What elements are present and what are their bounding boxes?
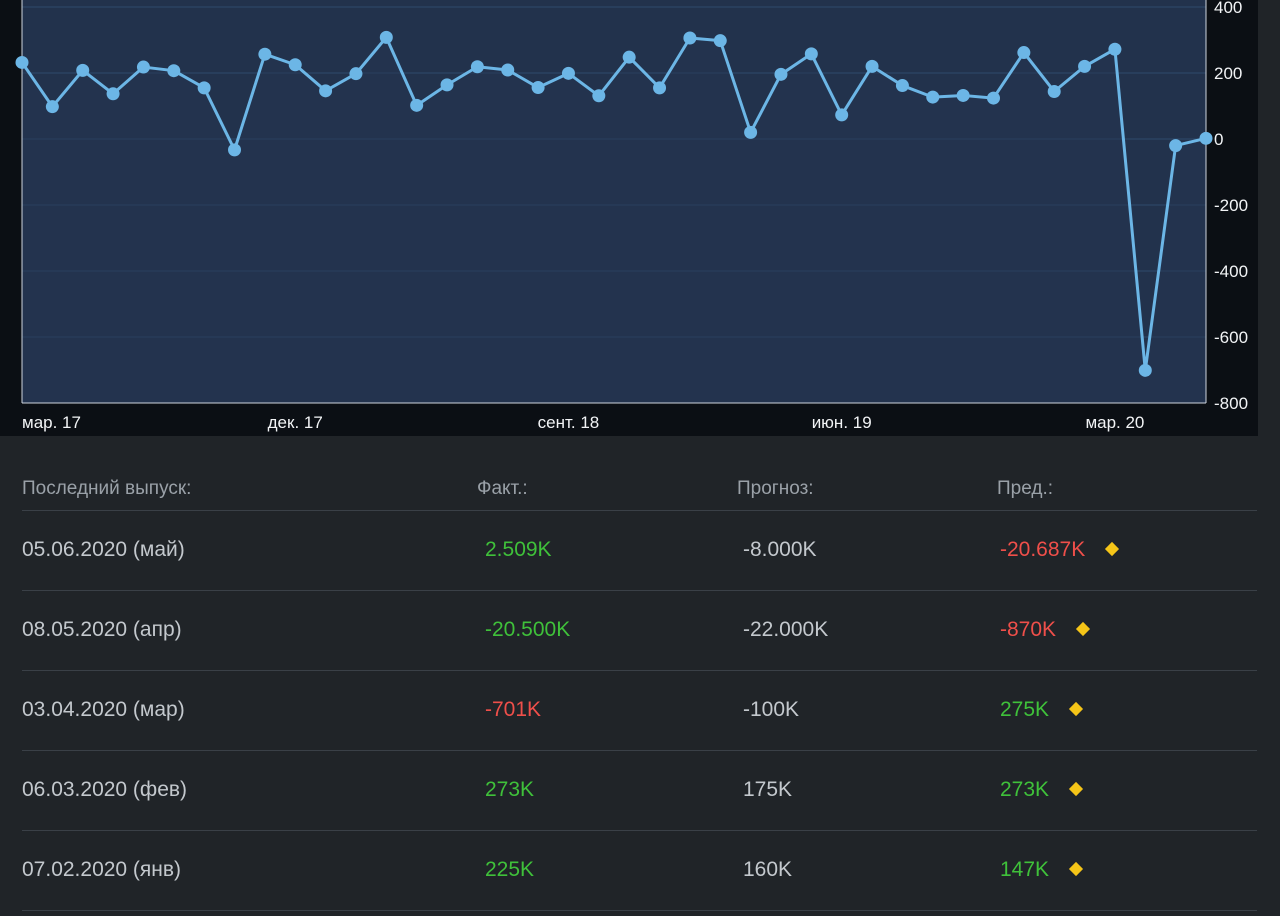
table-header: Последний выпуск: Факт.: Прогноз: Пред.: [22,466,1257,511]
chart: 400 200 0 -200 -400 -600 -800 мар. 17 дек. 17 сен… [0,0,1280,436]
table-row[interactable]: 03.04.2020 (мар) -701K -100K 275K [22,671,1257,751]
data-point [1078,59,1092,73]
revision-diamond-icon [1068,781,1084,797]
row-forecast: -8.000K [743,538,817,561]
row-forecast: 175K [743,778,793,801]
row-forecast: -100K [743,698,800,721]
header-previous: Пред.: [997,478,1054,499]
x-tick-label: июн. 19 [812,413,872,432]
data-point [865,59,879,73]
row-previous: 275K [1000,698,1084,722]
data-point [470,60,484,74]
revision-diamond-icon [1068,701,1084,717]
data-point [258,47,272,61]
data-point [683,31,697,45]
data-point [926,90,940,104]
y-tick-label: -600 [1214,328,1248,347]
data-point [744,125,758,139]
data-point [76,63,90,77]
line-chart-svg: 400 200 0 -200 -400 -600 -800 мар. 17 дек. 17 сен… [0,0,1258,436]
data-point [379,30,393,44]
row-actual: -701K [485,698,542,721]
data-point [561,66,575,80]
data-point [713,34,727,48]
table-row[interactable]: 06.03.2020 (фев) 273K 175K 273K [22,751,1257,831]
row-date: 05.06.2020 (май) [22,538,185,561]
data-point [440,78,454,92]
data-point [804,47,818,61]
revision-diamond-icon [1075,621,1091,637]
row-actual: 2.509K [485,538,552,561]
row-previous-value: 147K [1000,858,1050,881]
row-date: 07.02.2020 (янв) [22,858,182,881]
data-point [1199,131,1213,145]
x-tick-label: мар. 20 [1085,413,1144,432]
y-tick-label: -400 [1214,262,1248,281]
data-point [410,98,424,112]
data-point [167,64,181,78]
data-point [349,67,363,81]
data-point [531,81,545,95]
row-previous-value: 273K [1000,778,1050,801]
row-date: 03.04.2020 (мар) [22,698,185,721]
y-tick-label: 400 [1214,0,1242,17]
row-forecast: -22.000K [743,618,829,641]
row-actual: 225K [485,858,535,881]
x-tick-label: сент. 18 [538,413,600,432]
data-point [45,100,59,114]
row-previous: -20.687K [1000,538,1120,562]
data-point [288,58,302,72]
revision-diamond-icon [1104,541,1120,557]
data-point [1138,363,1152,377]
data-point [319,84,333,98]
data-point [501,63,515,77]
x-tick-label: дек. 17 [268,413,323,432]
table-row[interactable]: 08.05.2020 (апр) -20.500K -22.000K -870K [22,591,1257,671]
data-point [136,60,150,74]
x-tick-label: мар. 17 [22,413,81,432]
row-forecast: 160K [743,858,793,881]
data-point [986,91,1000,105]
header-actual: Факт.: [477,478,528,499]
row-previous: 147K [1000,858,1084,882]
y-tick-label: 200 [1214,64,1242,83]
row-actual: -20.500K [485,618,571,641]
row-previous-value: -20.687K [1000,538,1086,561]
y-tick-label: 0 [1214,130,1223,149]
data-point [1108,42,1122,56]
data-point [592,89,606,103]
data-point [774,67,788,81]
revision-diamond-icon [1068,861,1084,877]
data-point [1017,46,1031,60]
series-line [20,35,1207,372]
row-previous-value: 275K [1000,698,1050,721]
data-point [835,108,849,122]
row-actual: 273K [485,778,535,801]
data-point [1169,139,1183,153]
header-forecast: Прогноз: [737,478,814,499]
table-row[interactable]: 05.06.2020 (май) 2.509K -8.000K -20.687K [22,511,1257,591]
data-point [197,81,211,95]
area-fill [22,37,1206,404]
header-release: Последний выпуск: [22,478,192,499]
data-point [228,143,242,157]
data-point [956,88,970,102]
table-row[interactable]: 07.02.2020 (янв) 225K 160K 147K [22,831,1257,911]
row-previous: 273K [1000,778,1084,802]
data-point [895,79,909,93]
row-previous: -870K [1000,618,1091,642]
data-point [15,55,29,69]
row-date: 06.03.2020 (фев) [22,778,188,801]
data-point [106,87,120,101]
row-previous-value: -870K [1000,618,1057,641]
row-date: 08.05.2020 (апр) [22,618,182,641]
data-point [653,81,667,95]
data-point [1047,84,1061,98]
y-tick-label: -800 [1214,394,1248,413]
releases-table: Последний выпуск: Факт.: Прогноз: Пред.:… [22,466,1257,911]
data-point [622,50,636,64]
y-tick-label: -200 [1214,196,1248,215]
